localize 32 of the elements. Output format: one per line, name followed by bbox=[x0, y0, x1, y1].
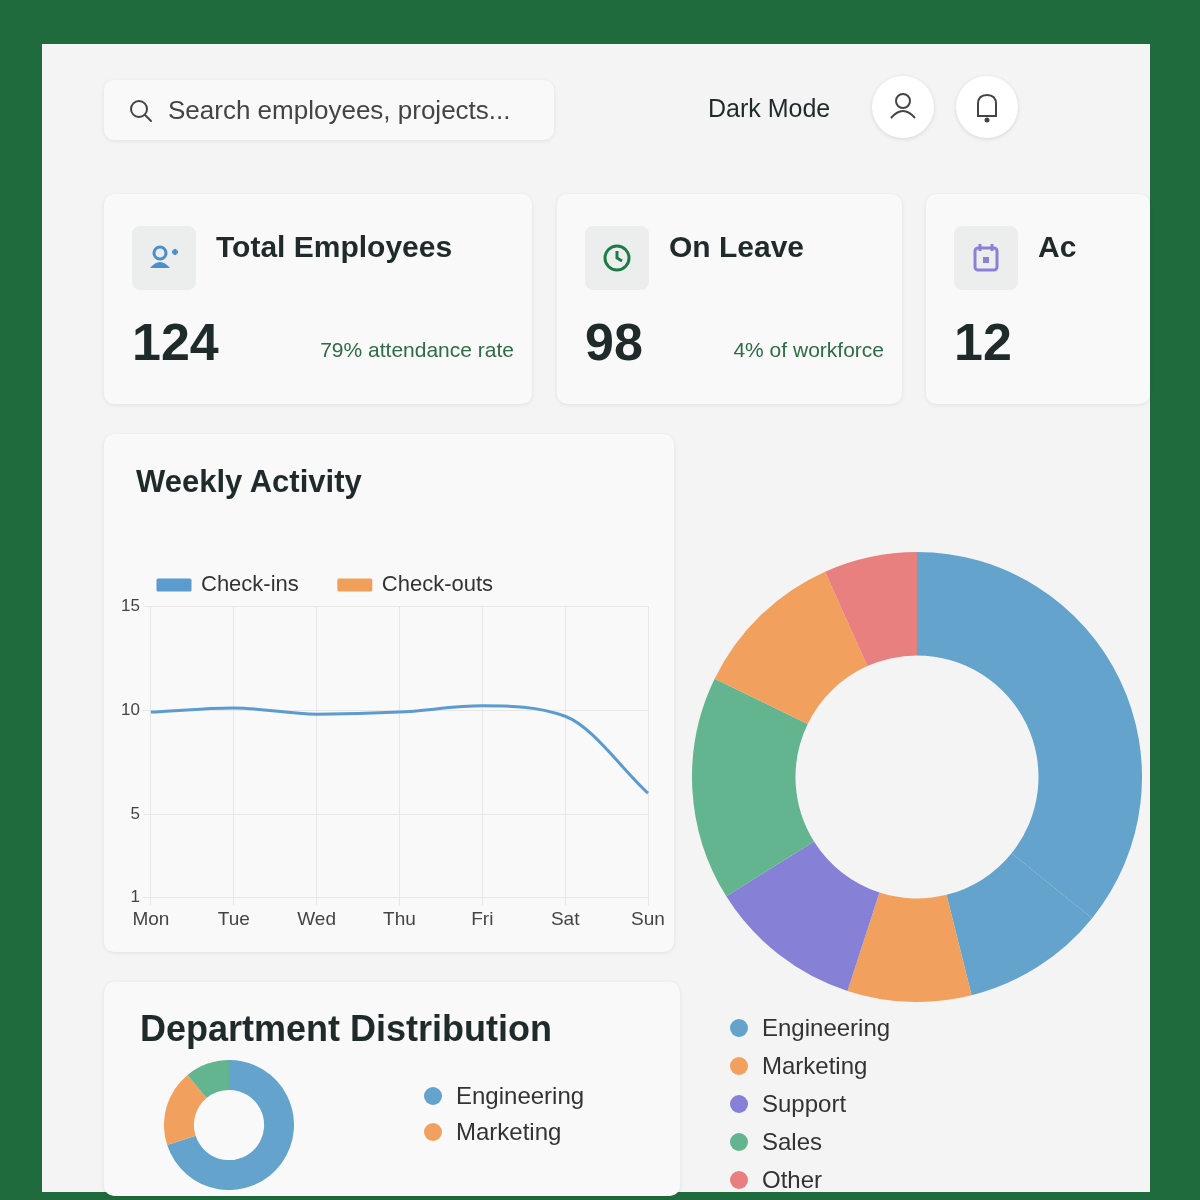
text: 79% attendance rate bbox=[320, 338, 514, 362]
x-tick-label: Tue bbox=[217, 907, 250, 929]
x-tick-label: Sun bbox=[631, 907, 665, 929]
chart-title: Department Distribution bbox=[140, 1008, 553, 1050]
y-tick-label: 15 bbox=[120, 595, 140, 615]
x-tick-label: Mon bbox=[132, 907, 170, 929]
text: On Leave bbox=[669, 230, 805, 264]
chart-title: Weekly Activity bbox=[136, 464, 362, 500]
text: Dark Mode bbox=[708, 94, 831, 123]
x-tick-label: Fri bbox=[471, 907, 494, 929]
x-tick-label: Wed bbox=[297, 907, 336, 929]
text: Search employees, projects... bbox=[168, 94, 511, 126]
legend-label: Marketing bbox=[456, 1118, 562, 1146]
text: 124 bbox=[132, 312, 219, 372]
text: 98 bbox=[585, 312, 643, 372]
legend-label: Engineering bbox=[762, 1014, 891, 1042]
y-tick-label: 10 bbox=[120, 699, 140, 719]
text: Ac bbox=[1038, 230, 1077, 264]
y-tick-label: 5 bbox=[130, 803, 140, 823]
legend-label: Marketing bbox=[762, 1052, 868, 1080]
legend-label: Engineering bbox=[456, 1082, 585, 1110]
text: 4% of workforce bbox=[733, 338, 884, 362]
text: 12 bbox=[954, 312, 1012, 372]
x-tick-label: Thu bbox=[383, 907, 416, 929]
x-tick-label: Sat bbox=[550, 907, 581, 929]
legend-label: Sales bbox=[762, 1128, 823, 1156]
legend-label: Check-outs bbox=[381, 571, 494, 597]
legend-label: Check-ins bbox=[201, 571, 299, 597]
text: Total Employees bbox=[216, 230, 453, 264]
legend-label: Other bbox=[762, 1166, 823, 1194]
legend-label: Support bbox=[762, 1090, 847, 1118]
y-tick-label: 1 bbox=[130, 886, 140, 906]
